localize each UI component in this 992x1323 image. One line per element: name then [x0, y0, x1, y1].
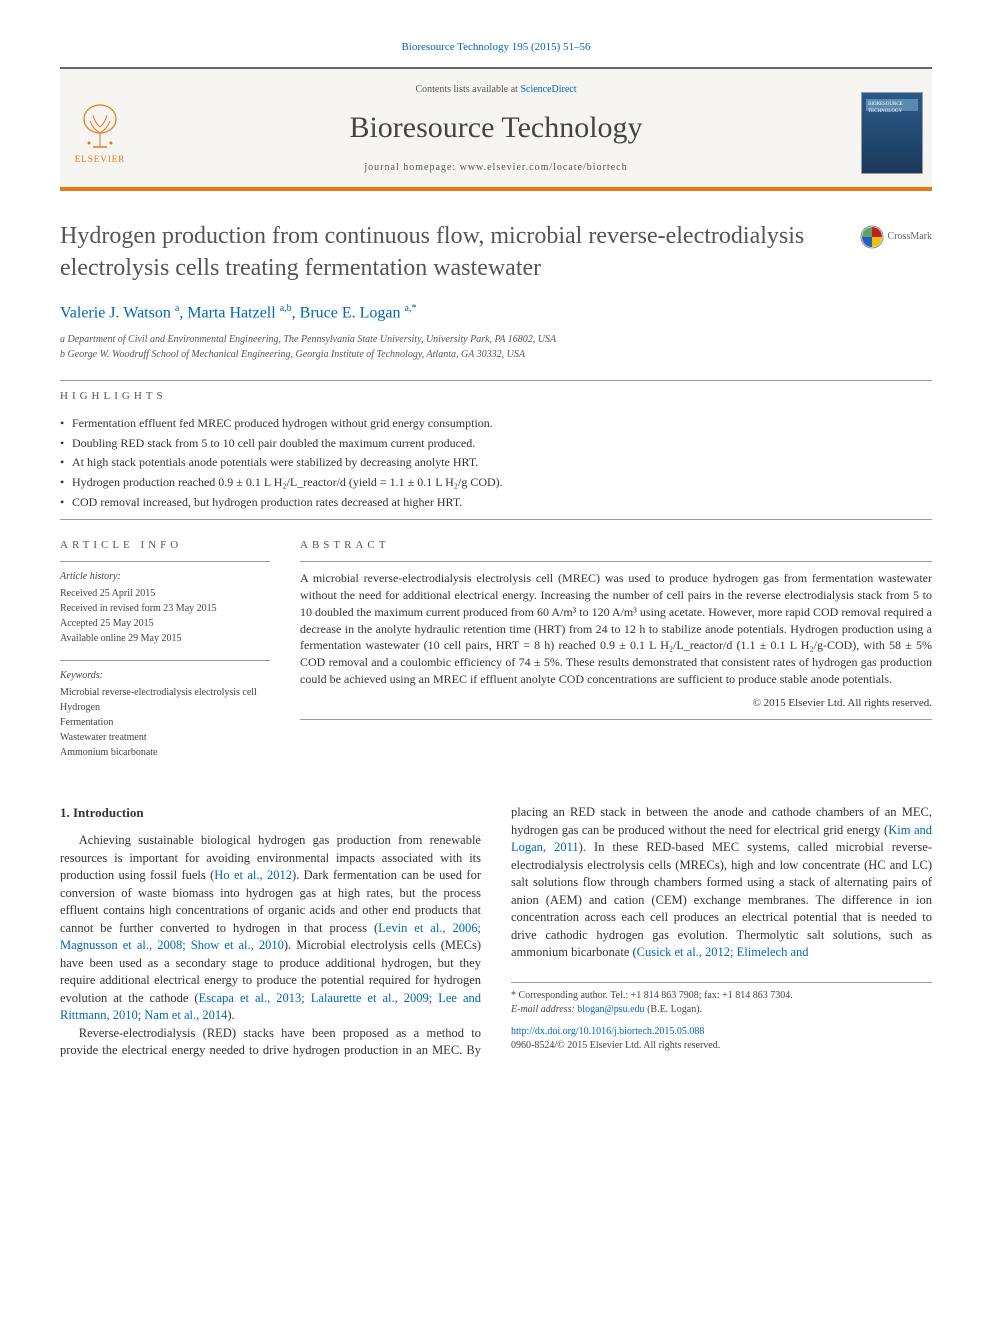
- crossmark-icon: [860, 225, 884, 249]
- keyword-item: Hydrogen: [60, 700, 270, 715]
- cover-thumb-text: BIORESOURCE TECHNOLOGY: [868, 101, 922, 115]
- history-revised: Received in revised form 23 May 2015: [60, 601, 270, 616]
- masthead: ELSEVIER Contents lists available at Sci…: [60, 67, 932, 191]
- highlight-item: Fermentation effluent fed MREC produced …: [60, 415, 932, 432]
- citation-link[interactable]: Ho et al., 2012: [214, 868, 292, 882]
- intro-paragraph-1: Achieving sustainable biological hydroge…: [60, 832, 481, 1025]
- abstract-label: ABSTRACT: [300, 538, 932, 553]
- abstract-text: A microbial reverse-electrodialysis elec…: [300, 570, 932, 688]
- email-label: E-mail address:: [511, 1004, 577, 1015]
- cover-thumbnail-block: BIORESOURCE TECHNOLOGY: [852, 79, 932, 187]
- affiliation-b: b George W. Woodruff School of Mechanica…: [60, 347, 932, 362]
- publisher-logo-block: ELSEVIER: [60, 79, 140, 187]
- keyword-item: Ammonium bicarbonate: [60, 745, 270, 760]
- contents-prefix: Contents lists available at: [415, 84, 520, 95]
- issn-copyright: 0960-8524/© 2015 Elsevier Ltd. All right…: [511, 1039, 932, 1053]
- keywords-list: Microbial reverse-electrodialysis electr…: [60, 685, 270, 760]
- keywords-label: Keywords:: [60, 669, 270, 683]
- footnote-block: * Corresponding author. Tel.: +1 814 863…: [511, 982, 932, 1053]
- history-online: Available online 29 May 2015: [60, 631, 270, 646]
- email-who: (B.E. Logan).: [645, 1004, 703, 1015]
- highlights-label: HIGHLIGHTS: [60, 389, 932, 404]
- journal-homepage: journal homepage: www.elsevier.com/locat…: [150, 161, 842, 175]
- history-received: Received 25 April 2015: [60, 586, 270, 601]
- citation-link[interactable]: Cusick et al., 2012; Elimelech and: [637, 945, 809, 959]
- highlights-list: Fermentation effluent fed MREC produced …: [60, 415, 932, 511]
- journal-cover-thumbnail: BIORESOURCE TECHNOLOGY: [861, 92, 923, 174]
- highlight-item: At high stack potentials anode potential…: [60, 454, 932, 471]
- highlight-item: COD removal increased, but hydrogen prod…: [60, 494, 932, 511]
- journal-name: Bioresource Technology: [150, 107, 842, 149]
- highlights-block: Fermentation effluent fed MREC produced …: [60, 415, 932, 511]
- sciencedirect-link[interactable]: ScienceDirect: [520, 84, 576, 95]
- keyword-item: Fermentation: [60, 715, 270, 730]
- highlight-item: Doubling RED stack from 5 to 10 cell pai…: [60, 435, 932, 452]
- history-block: Article history: Received 25 April 2015 …: [60, 570, 270, 646]
- article-title: Hydrogen production from continuous flow…: [60, 221, 810, 283]
- body-text: 1. Introduction Achieving sustainable bi…: [60, 804, 932, 1060]
- doi-link[interactable]: http://dx.doi.org/10.1016/j.biortech.201…: [511, 1026, 704, 1037]
- elsevier-tree-icon: [75, 101, 125, 151]
- crossmark-label: CrossMark: [888, 230, 932, 244]
- intro-heading: 1. Introduction: [60, 804, 481, 822]
- divider: [60, 519, 932, 520]
- masthead-center: Contents lists available at ScienceDirec…: [140, 79, 852, 187]
- highlight-item: Hydrogen production reached 0.9 ± 0.1 L …: [60, 474, 932, 491]
- affiliations: a Department of Civil and Environmental …: [60, 332, 932, 362]
- keyword-item: Wastewater treatment: [60, 730, 270, 745]
- publisher-name: ELSEVIER: [75, 153, 126, 166]
- crossmark-badge[interactable]: CrossMark: [860, 225, 932, 249]
- citation-line: Bioresource Technology 195 (2015) 51–56: [60, 40, 932, 55]
- abstract-column: ABSTRACT A microbial reverse-electrodial…: [300, 538, 932, 774]
- copyright-line: © 2015 Elsevier Ltd. All rights reserved…: [300, 696, 932, 711]
- article-info-label: ARTICLE INFO: [60, 538, 270, 553]
- divider: [60, 660, 270, 661]
- keyword-item: Microbial reverse-electrodialysis electr…: [60, 685, 270, 700]
- corresponding-author: * Corresponding author. Tel.: +1 814 863…: [511, 989, 932, 1003]
- divider: [60, 380, 932, 381]
- history-label: Article history:: [60, 570, 270, 584]
- contents-available: Contents lists available at ScienceDirec…: [150, 83, 842, 97]
- divider: [300, 561, 932, 562]
- keywords-block: Keywords: Microbial reverse-electrodialy…: [60, 669, 270, 760]
- email-line: E-mail address: blogan@psu.edu (B.E. Log…: [511, 1003, 932, 1017]
- article-info-column: ARTICLE INFO Article history: Received 2…: [60, 538, 270, 774]
- affiliation-a: a Department of Civil and Environmental …: [60, 332, 932, 347]
- divider: [300, 719, 932, 720]
- history-accepted: Accepted 25 May 2015: [60, 616, 270, 631]
- author-list: Valerie J. Watson a, Marta Hatzell a,b, …: [60, 302, 932, 325]
- divider: [60, 561, 270, 562]
- email-link[interactable]: blogan@psu.edu: [577, 1004, 644, 1015]
